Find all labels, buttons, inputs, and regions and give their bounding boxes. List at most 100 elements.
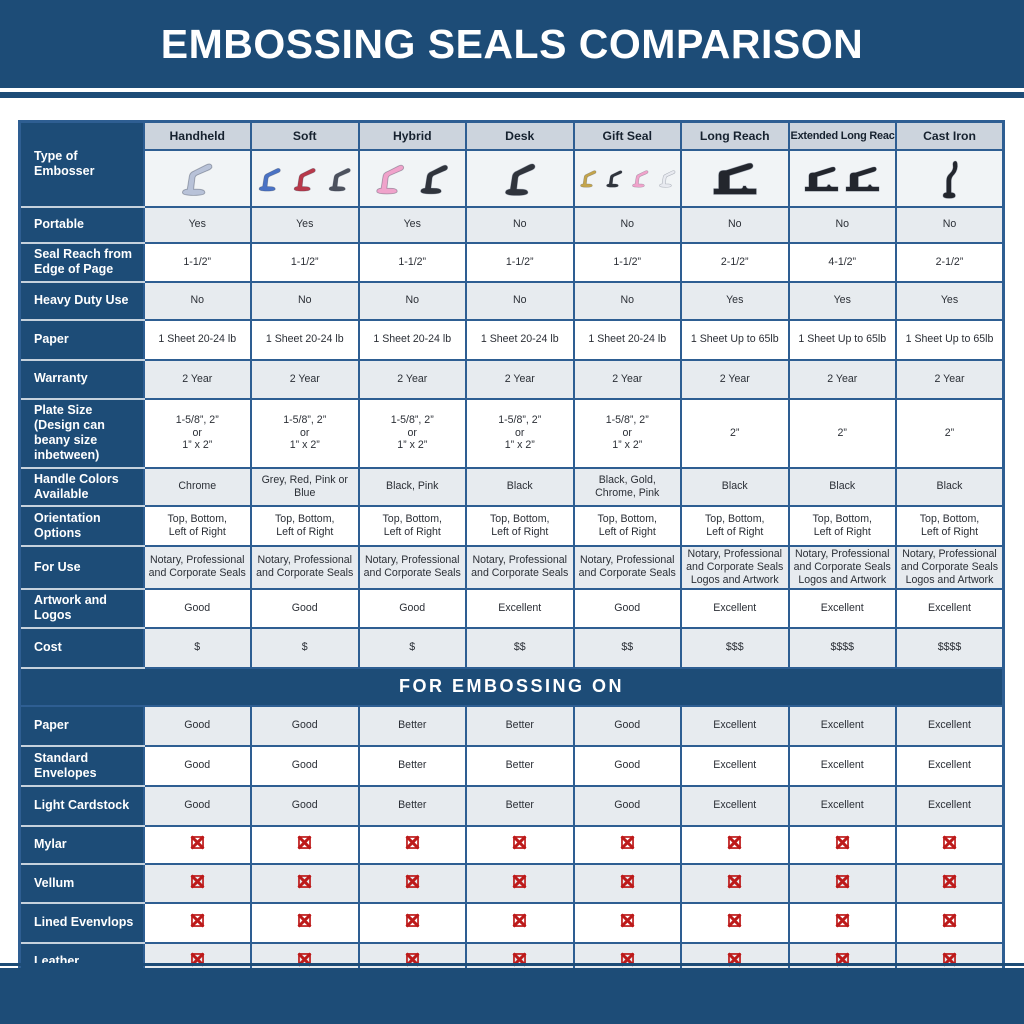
table-row-portable: Portable Yes Yes Yes No No No No No: [19, 205, 1005, 244]
x-icon: [727, 913, 742, 928]
cell-plate-size-design-can-beany-size-inbetween-gift-seal: 1-5/8”, 2” or 1” x 2”: [572, 397, 682, 469]
cell-heavy-duty-use-long-reach: Yes: [680, 280, 790, 321]
header-divider: [0, 92, 1024, 98]
cell-portable-long-reach: No: [680, 205, 790, 244]
cell-handle-colors-available-cast-iron: Black: [895, 466, 1005, 507]
embosser-image-group: [361, 158, 465, 198]
cell-seal-reach-from-edge-of-page-hybrid: 1-1/2”: [357, 241, 467, 283]
row-label: Vellum: [19, 863, 145, 904]
column-header-row: Type of Embosser Handheld Soft Hybrid Desk Gi…: [19, 120, 1005, 208]
cell-light-cardstock-extended-long-reach: Excellent: [787, 784, 897, 827]
cell-vellum-hybrid: [357, 862, 467, 904]
row-label: Paper: [19, 319, 145, 361]
cell-mylar-gift-seal: [572, 824, 682, 865]
table-row-heavy-duty-use: Heavy Duty Use No No No No No Yes Yes Yes: [19, 280, 1005, 321]
title-band: EMBOSSING SEALS COMPARISON: [0, 0, 1024, 88]
cell-vellum-handheld: [142, 862, 252, 904]
cell-warranty-long-reach: 2 Year: [680, 358, 790, 400]
cell-paper-soft: 1 Sheet 20-24 lb: [250, 318, 360, 361]
press-embosser-icon: [713, 162, 757, 195]
row-label: Light Cardstock: [19, 785, 145, 827]
cell-artwork-and-logos-hybrid: Good: [357, 587, 467, 629]
cell-for-use-extended-long-reach: Notary, Professional and Corporate Seals…: [787, 545, 897, 590]
table-row-orientation-options: Orientation Options Top, Bottom, Left of …: [19, 505, 1005, 547]
cell-orientation-options-desk: Top, Bottom, Left of Right: [465, 505, 575, 547]
cell-heavy-duty-use-cast-iron: Yes: [895, 280, 1005, 321]
table-row-cost: Cost $ $ $ $$ $$ $$$ $$$$ $$$$: [19, 626, 1005, 669]
cell-cost-extended-long-reach: $$$$: [787, 626, 897, 669]
cell-handle-colors-available-soft: Grey, Red, Pink or Blue: [250, 466, 360, 507]
x-icon: [405, 874, 420, 889]
plier-embosser-icon: [606, 170, 623, 188]
cell-handle-colors-available-gift-seal: Black, Gold, Chrome, Pink: [572, 466, 682, 507]
x-icon: [190, 835, 205, 850]
x-icon: [297, 913, 312, 928]
cell-artwork-and-logos-extended-long-reach: Excellent: [787, 587, 897, 629]
cell-warranty-soft: 2 Year: [250, 358, 360, 400]
cell-seal-reach-from-edge-of-page-extended-long-reach: 4-1/2”: [787, 241, 897, 283]
column-header-gift-seal: Gift Seal: [572, 120, 682, 151]
cell-seal-reach-from-edge-of-page-long-reach: 2-1/2”: [680, 241, 790, 283]
cell-for-use-gift-seal: Notary, Professional and Corporate Seals: [572, 545, 682, 590]
row-label: Handle Colors Available: [19, 467, 145, 507]
cell-warranty-desk: 2 Year: [465, 358, 575, 400]
cell-artwork-and-logos-gift-seal: Good: [572, 587, 682, 629]
table-row-warranty: Warranty 2 Year 2 Year 2 Year 2 Year 2 Year 2 …: [19, 358, 1005, 400]
cell-standard-envelopes-handheld: Good: [142, 744, 252, 787]
cell-mylar-cast-iron: [895, 824, 1005, 865]
cell-light-cardstock-handheld: Good: [142, 784, 252, 827]
table-row-seal-reach-from-edge-of-page: Seal Reach from Edge of Page 1-1/2” 1-1/2”…: [19, 241, 1005, 283]
cell-standard-envelopes-extended-long-reach: Excellent: [787, 744, 897, 787]
cell-warranty-extended-long-reach: 2 Year: [787, 358, 897, 400]
cell-lined-evenvlops-gift-seal: [572, 901, 682, 944]
plier-embosser-icon: [632, 170, 649, 188]
cell-mylar-handheld: [142, 824, 252, 865]
cell-vellum-soft: [250, 862, 360, 904]
cell-lined-evenvlops-long-reach: [680, 901, 790, 944]
cell-heavy-duty-use-extended-long-reach: Yes: [787, 280, 897, 321]
table-row-artwork-and-logos: Artwork and Logos Good Good Good Excellent Go…: [19, 587, 1005, 629]
row-label: Artwork and Logos: [19, 588, 145, 629]
cell-plate-size-design-can-beany-size-inbetween-hybrid: 1-5/8”, 2” or 1” x 2”: [357, 397, 467, 469]
cell-paper-handheld: Good: [142, 704, 252, 747]
plier-embosser-icon: [420, 164, 449, 195]
column-header-desk: Desk: [465, 120, 575, 151]
press-embosser-icon: [804, 166, 839, 191]
cell-warranty-hybrid: 2 Year: [357, 358, 467, 400]
plier-embosser-icon: [579, 170, 596, 188]
cell-paper-handheld: 1 Sheet 20-24 lb: [142, 318, 252, 361]
cell-warranty-handheld: 2 Year: [142, 358, 252, 400]
cell-orientation-options-hybrid: Top, Bottom, Left of Right: [357, 505, 467, 547]
cell-for-use-soft: Notary, Professional and Corporate Seals: [250, 545, 360, 590]
cell-portable-cast-iron: No: [895, 205, 1005, 244]
embosser-image-extended-long-reach: [787, 148, 897, 208]
cell-plate-size-design-can-beany-size-inbetween-extended-long-reach: 2”: [787, 397, 897, 469]
cell-handle-colors-available-long-reach: Black: [680, 466, 790, 507]
cell-paper-soft: Good: [250, 704, 360, 747]
press-embosser-icon: [845, 166, 880, 191]
embosser-image-group: [468, 156, 572, 200]
cell-plate-size-design-can-beany-size-inbetween-soft: 1-5/8”, 2” or 1” x 2”: [250, 397, 360, 469]
row-label: Lined Evenvlops: [19, 902, 145, 944]
cell-portable-gift-seal: No: [572, 205, 682, 244]
x-icon: [620, 913, 635, 928]
section-band-row: FOR EMBOSSING ON: [18, 666, 1005, 707]
cell-light-cardstock-gift-seal: Good: [572, 784, 682, 827]
cell-cost-soft: $: [250, 626, 360, 669]
cell-orientation-options-soft: Top, Bottom, Left of Right: [250, 505, 360, 547]
cell-orientation-options-cast-iron: Top, Bottom, Left of Right: [895, 505, 1005, 547]
x-icon: [297, 835, 312, 850]
plier-embosser-icon: [376, 164, 405, 195]
column-header-extended-long-reach: Extended Long Reach: [787, 120, 897, 151]
x-icon: [512, 913, 527, 928]
cell-mylar-extended-long-reach: [787, 824, 897, 865]
cell-cost-long-reach: $$$: [680, 626, 790, 669]
cell-standard-envelopes-desk: Better: [465, 744, 575, 787]
x-icon: [190, 874, 205, 889]
cell-heavy-duty-use-desk: No: [465, 280, 575, 321]
cell-plate-size-design-can-beany-size-inbetween-desk: 1-5/8”, 2” or 1” x 2”: [465, 397, 575, 469]
row-label: Orientation Options: [19, 506, 145, 547]
upright-embosser-icon: [942, 160, 958, 199]
x-icon: [835, 874, 850, 889]
cell-artwork-and-logos-desk: Excellent: [465, 587, 575, 629]
